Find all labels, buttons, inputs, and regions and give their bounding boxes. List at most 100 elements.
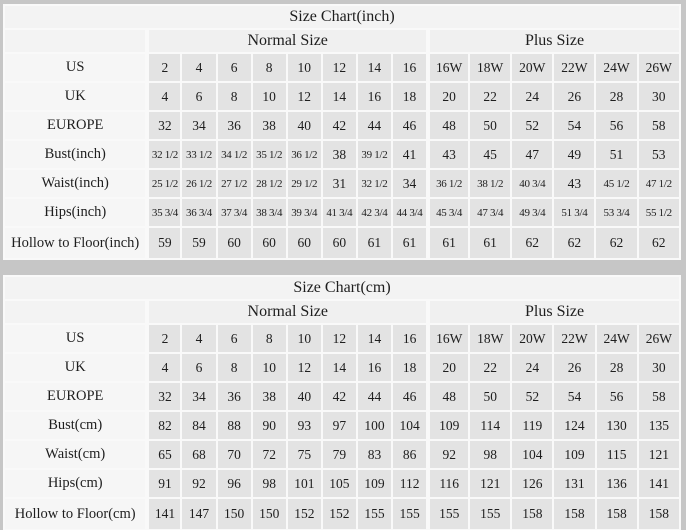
data-cell: 40 <box>287 383 321 410</box>
data-cell: 104 <box>393 412 427 439</box>
data-cell: 92 <box>428 441 469 468</box>
data-cell: 38 <box>322 141 356 168</box>
data-cell: 47 3/4 <box>470 199 511 226</box>
row-label: Bust(cm) <box>5 412 146 439</box>
row-label: UK <box>5 354 146 381</box>
data-cell: 82 <box>147 412 181 439</box>
data-cell: 79 <box>322 441 356 468</box>
corner-cell <box>5 30 146 52</box>
data-cell: 45 <box>470 141 511 168</box>
data-cell: 28 1/2 <box>252 170 286 197</box>
data-cell: 58 <box>638 383 679 410</box>
data-cell: 22 <box>470 354 511 381</box>
row-label: EUROPE <box>5 383 146 410</box>
data-cell: 116 <box>428 470 469 497</box>
data-cell: 44 3/4 <box>392 199 427 226</box>
data-cell: 130 <box>596 412 637 439</box>
data-cell: 62 <box>554 228 595 258</box>
row-label: Hips(inch) <box>5 199 146 226</box>
data-cell: 91 <box>147 470 181 497</box>
table-row: EUROPE 32 34 36 38 40 42 44 46 48 50 52 54 56 58 <box>5 112 679 139</box>
data-cell: 12 <box>322 325 356 352</box>
data-cell: 43 <box>554 170 595 197</box>
data-cell: 34 <box>182 383 216 410</box>
data-cell: 10 <box>287 325 321 352</box>
size-chart-inch-body: US 2 4 6 8 10 12 14 16 16W 18W 20W 22W 24W 26W UK 4 6 8 10 1… <box>5 54 679 258</box>
data-cell: 41 3/4 <box>322 199 356 226</box>
data-cell: 18 <box>393 354 427 381</box>
data-cell: 60 <box>252 228 286 258</box>
data-cell: 55 1/2 <box>638 199 679 226</box>
table-row: Hollow to Floor(inch) 59 59 60 60 60 60 61 61 61 6… <box>5 228 679 258</box>
data-cell: 52 <box>512 112 553 139</box>
data-cell: 10 <box>252 83 286 110</box>
data-cell: 101 <box>287 470 321 497</box>
row-label: US <box>5 54 146 81</box>
row-label: Waist(cm) <box>5 441 146 468</box>
data-cell: 36 1/2 <box>287 141 321 168</box>
data-cell: 158 <box>596 499 637 529</box>
data-cell: 24W <box>596 54 637 81</box>
data-cell: 38 3/4 <box>252 199 286 226</box>
data-cell: 155 <box>393 499 427 529</box>
data-cell: 33 1/2 <box>182 141 216 168</box>
group-header-normal-size: Normal Size <box>147 301 427 323</box>
data-cell: 51 <box>596 141 637 168</box>
data-cell: 51 3/4 <box>554 199 595 226</box>
row-label: Hollow to Floor(inch) <box>5 228 146 258</box>
data-cell: 126 <box>512 470 553 497</box>
data-cell: 62 <box>638 228 679 258</box>
table-row: UK 4 6 8 10 12 14 16 18 20 22 24 26 28 30 <box>5 83 679 110</box>
data-cell: 20 <box>428 83 469 110</box>
data-cell: 27 1/2 <box>217 170 251 197</box>
data-cell: 26W <box>638 54 679 81</box>
data-cell: 16 <box>393 325 427 352</box>
data-cell: 35 3/4 <box>147 199 181 226</box>
data-cell: 46 <box>392 112 427 139</box>
data-cell: 109 <box>357 470 392 497</box>
row-label: Waist(inch) <box>5 170 146 197</box>
data-cell: 75 <box>287 441 321 468</box>
group-header-plus-size: Plus Size <box>428 30 679 52</box>
table-title-row: Size Chart(cm) <box>5 277 679 299</box>
data-cell: 20W <box>512 54 553 81</box>
table-row: EUROPE 32 34 36 38 40 42 44 46 48 50 52 54 56 58 <box>5 383 679 410</box>
data-cell: 70 <box>217 441 251 468</box>
table-row: Bust(cm) 82 84 88 90 93 97 100 104 109 114 119 124 13… <box>5 412 679 439</box>
data-cell: 32 <box>147 383 181 410</box>
data-cell: 34 <box>182 112 216 139</box>
data-cell: 38 1/2 <box>470 170 511 197</box>
data-cell: 30 <box>638 83 679 110</box>
data-cell: 42 <box>322 112 356 139</box>
data-cell: 135 <box>638 412 679 439</box>
data-cell: 6 <box>217 325 251 352</box>
row-label: Bust(inch) <box>5 141 146 168</box>
data-cell: 54 <box>554 383 595 410</box>
data-cell: 16 <box>357 83 391 110</box>
data-cell: 53 <box>638 141 679 168</box>
group-header-plus-size: Plus Size <box>428 301 679 323</box>
data-cell: 97 <box>322 412 356 439</box>
data-cell: 45 1/2 <box>596 170 637 197</box>
data-cell: 115 <box>596 441 637 468</box>
data-cell: 48 <box>428 112 469 139</box>
data-cell: 50 <box>470 383 511 410</box>
data-cell: 22W <box>554 54 595 81</box>
data-cell: 39 3/4 <box>287 199 321 226</box>
data-cell: 121 <box>470 470 511 497</box>
data-cell: 49 3/4 <box>512 199 553 226</box>
data-cell: 158 <box>638 499 679 529</box>
data-cell: 24 <box>512 83 553 110</box>
data-cell: 61 <box>357 228 391 258</box>
data-cell: 121 <box>638 441 679 468</box>
data-cell: 48 <box>428 383 469 410</box>
data-cell: 47 1/2 <box>638 170 679 197</box>
data-cell: 83 <box>357 441 392 468</box>
data-cell: 65 <box>147 441 181 468</box>
table-row: Waist(cm) 65 68 70 72 75 79 83 86 92 98 104 109 115 12… <box>5 441 679 468</box>
data-cell: 36 <box>217 112 251 139</box>
table-row: UK 4 6 8 10 12 14 16 18 20 22 24 26 28 30 <box>5 354 679 381</box>
data-cell: 158 <box>512 499 553 529</box>
data-cell: 92 <box>182 470 216 497</box>
data-cell: 8 <box>252 325 286 352</box>
